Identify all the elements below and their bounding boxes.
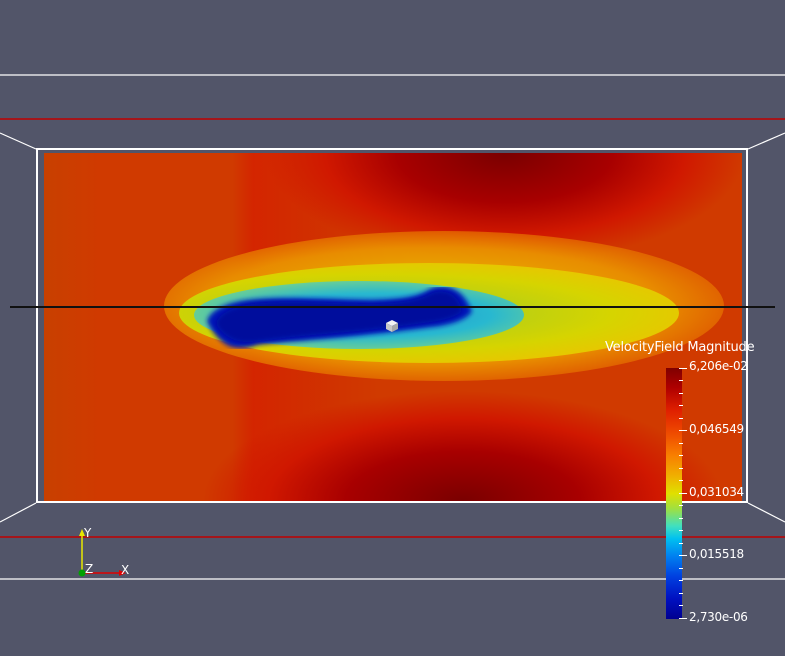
- frame-corner-br: [747, 502, 785, 523]
- wake-low-velocity-core: [207, 287, 472, 348]
- axis-y-label: Y: [84, 526, 92, 540]
- horizontal-slice-line: [10, 306, 775, 308]
- legend-tick-3: 0,031034: [689, 485, 744, 499]
- axis-z-label: Z: [85, 562, 94, 576]
- legend-tick-max: 6,206e-02: [689, 359, 748, 373]
- legend-tick-min: 2,730e-06: [689, 610, 748, 624]
- frame-corner-tl: [0, 132, 37, 150]
- colorbar-tick-marks: [679, 368, 687, 619]
- axes-arrows: [78, 529, 126, 577]
- legend-title: VelocityField Magnitude: [605, 340, 755, 355]
- orientation-axes-widget: Y Z X: [70, 524, 140, 584]
- colorbar-gradient: [666, 368, 682, 619]
- color-legend: VelocityField Magnitude: [600, 338, 780, 628]
- axis-x-label: X: [121, 563, 130, 577]
- cube-object-icon[interactable]: [386, 320, 398, 332]
- frame-corner-bl: [0, 502, 37, 523]
- legend-tick-2: 0,046549: [689, 422, 744, 436]
- legend-tick-4: 0,015518: [689, 547, 744, 561]
- frame-corner-tr: [747, 132, 785, 150]
